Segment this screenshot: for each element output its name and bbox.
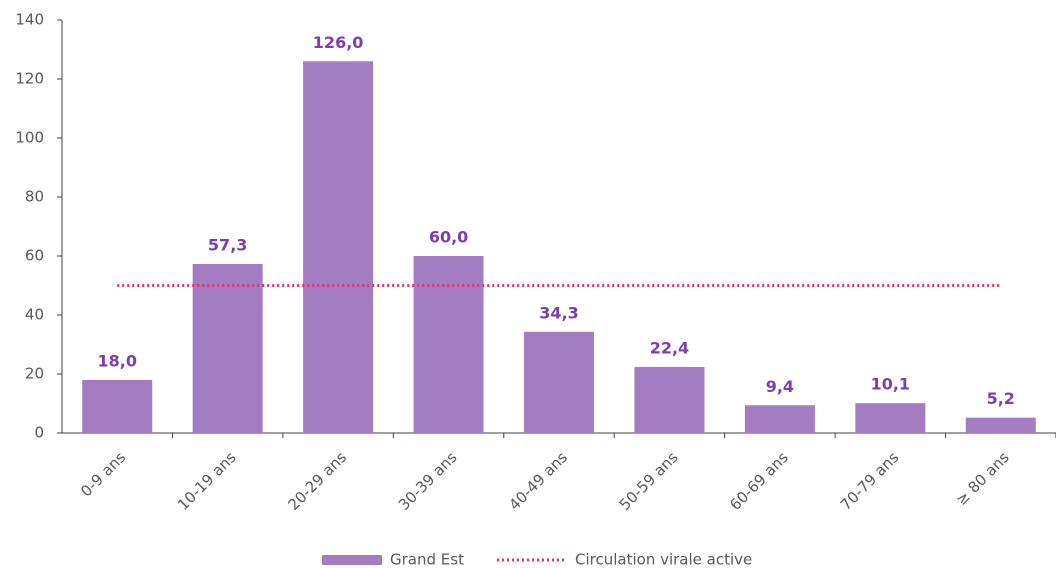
x-tick-label: 60-69 ans (726, 448, 792, 514)
bar (413, 256, 484, 433)
legend-swatch (322, 555, 382, 565)
legend-label: Circulation virale active (575, 551, 752, 568)
x-tick-label: 30-39 ans (395, 448, 461, 514)
legend-label: Grand Est (390, 551, 464, 568)
y-tick-label: 100 (15, 129, 44, 147)
x-tick-label: 50-59 ans (616, 448, 682, 514)
x-tick-label: 10-19 ans (174, 448, 240, 514)
bar (855, 403, 926, 433)
y-tick-label: 40 (25, 306, 44, 324)
x-tick-label: ≥ 80 ans (952, 448, 1013, 509)
y-tick-label: 20 (25, 365, 44, 383)
x-tick-label: 70-79 ans (837, 448, 903, 514)
y-tick-label: 60 (25, 247, 44, 265)
y-tick-label: 80 (25, 188, 44, 206)
value-label: 9,4 (766, 377, 794, 396)
y-tick-label: 120 (15, 70, 44, 88)
bar (634, 366, 705, 433)
value-label: 10,1 (871, 375, 910, 394)
value-label: 34,3 (539, 303, 578, 322)
value-label: 22,4 (650, 338, 689, 357)
x-tick-label: 0-9 ans (77, 448, 129, 500)
value-label: 126,0 (313, 33, 364, 52)
y-tick-label: 140 (15, 11, 44, 29)
bar (965, 417, 1036, 433)
bar (82, 379, 153, 433)
value-label: 5,2 (987, 389, 1015, 408)
bar (744, 405, 815, 433)
bar (303, 61, 374, 434)
x-tick-label: 40-49 ans (505, 448, 571, 514)
bar (524, 331, 594, 433)
value-label: 18,0 (97, 351, 136, 370)
value-label: 60,0 (429, 228, 468, 247)
value-label: 57,3 (208, 235, 247, 254)
bar (192, 263, 263, 433)
x-tick-label: 20-29 ans (284, 448, 350, 514)
y-tick-label: 0 (34, 424, 44, 442)
